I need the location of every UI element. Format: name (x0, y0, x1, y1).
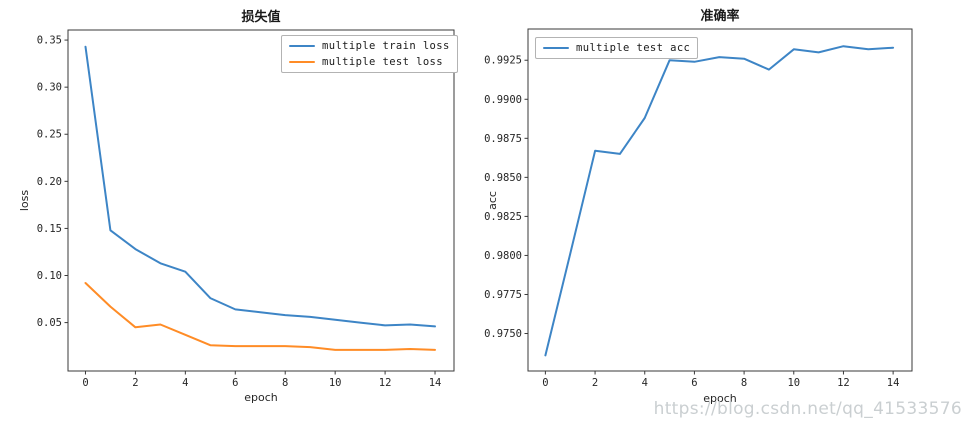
series-line-0 (544, 45, 895, 357)
test-acc-legend-label: multiple test acc (576, 42, 691, 54)
legend-entry-train-loss: multiple train loss (289, 40, 450, 52)
y-tick-label: 0.20 (37, 176, 62, 188)
y-tick-label: 0.9775 (484, 289, 522, 301)
y-tick-label: 0.25 (37, 129, 62, 141)
test-loss-line-swatch (289, 60, 315, 64)
loss-x-axis-label: epoch (244, 391, 278, 404)
x-tick-label: 8 (741, 377, 747, 389)
loss-chart: 损失值 loss epoch 0 2 4 6 8 10 12 14 0.05 0.10 0.15 0.… (0, 0, 484, 428)
accuracy-x-axis-label: epoch (703, 392, 737, 405)
x-tick-label: 4 (642, 377, 648, 389)
y-tick-label: 0.9925 (484, 55, 522, 67)
plot-border (527, 28, 913, 372)
x-tick-label: 12 (837, 377, 850, 389)
y-tick-label: 0.9850 (484, 172, 522, 184)
x-tick-label: 2 (132, 377, 138, 389)
y-tick-label: 0.10 (37, 270, 62, 282)
y-tick-label: 0.35 (37, 35, 62, 47)
accuracy-chart-title: 准确率 (700, 9, 740, 24)
watermark-text: https://blog.csdn.net/qq_41533576 (653, 399, 962, 419)
x-tick-label: 6 (691, 377, 697, 389)
accuracy-legend: multiple test acc (535, 37, 699, 59)
x-tick-label: 10 (787, 377, 800, 389)
y-tick-label: 0.9800 (484, 250, 522, 262)
y-tick-label: 0.05 (37, 317, 62, 329)
legend-entry-test-acc: multiple test acc (543, 42, 690, 54)
legend-entry-test-loss: multiple test loss (289, 56, 450, 68)
loss-legend: multiple train loss multiple test loss (281, 35, 458, 73)
y-tick-label: 0.30 (37, 82, 62, 94)
test-loss-legend-label: multiple test loss (322, 56, 443, 68)
loss-chart-title: 损失值 (241, 10, 281, 25)
loss-plot-svg: 0 2 4 6 8 10 12 14 0.05 0.10 0.15 0.20 0.25 0.30 0.35 (37, 29, 455, 389)
y-tick-label: 0.15 (37, 223, 62, 235)
series-line-1 (84, 282, 436, 351)
test-acc-line-swatch (543, 46, 569, 50)
y-tick-label: 0.9900 (484, 94, 522, 106)
y-tick-label: 0.9750 (484, 328, 522, 340)
x-tick-label: 10 (329, 377, 342, 389)
train-loss-line-swatch (289, 44, 315, 48)
x-tick-label: 14 (429, 377, 442, 389)
x-tick-label: 12 (379, 377, 392, 389)
accuracy-plot-svg: 0 2 4 6 8 10 12 14 0.9750 0.9775 0.9800 0.9825 0.985… (484, 28, 913, 389)
x-tick-label: 0 (82, 377, 88, 389)
x-tick-label: 14 (887, 377, 900, 389)
x-tick-label: 0 (542, 377, 548, 389)
series-line-0 (84, 45, 436, 328)
x-tick-label: 4 (182, 377, 188, 389)
x-tick-label: 6 (232, 377, 238, 389)
x-tick-label: 2 (592, 377, 598, 389)
y-tick-label: 0.9825 (484, 211, 522, 223)
plot-border (67, 29, 455, 372)
train-loss-legend-label: multiple train loss (322, 40, 450, 52)
y-tick-label: 0.9875 (484, 133, 522, 145)
accuracy-chart: 准确率 acc epoch 0 2 4 6 8 10 12 14 0.9750 0.9775 0.9… (484, 0, 969, 428)
x-tick-label: 8 (282, 377, 288, 389)
